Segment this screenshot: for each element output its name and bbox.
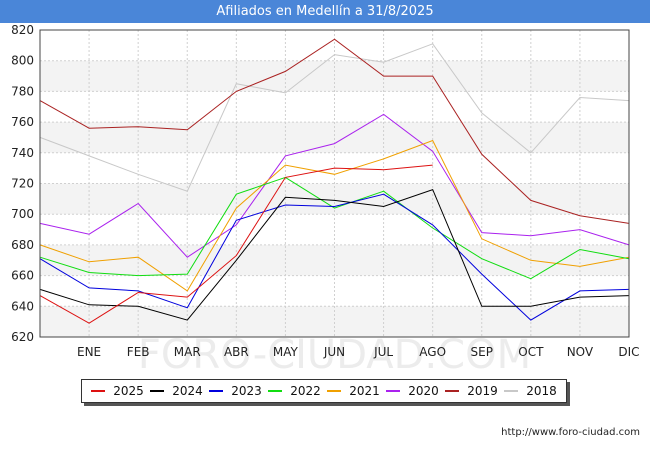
legend-label: 2025 [113,384,144,398]
legend-swatch [327,390,342,392]
legend-item-2019: 2019 [445,384,498,398]
x-tick-label: MAY [273,345,299,359]
y-tick-label: 680 [11,238,34,252]
x-tick-label: SEP [471,345,493,359]
series-line-2021 [39,139,630,292]
series-line-2018 [39,43,630,192]
legend-item-2020: 2020 [386,384,439,398]
legend-item-2023: 2023 [209,384,262,398]
y-tick-label: 640 [11,299,34,313]
legend: 2025 2024 2023 2022 2021 2020 2019 2018 [81,379,567,403]
y-tick-label: 800 [11,54,34,68]
legend-swatch [386,390,401,392]
x-tick-label: ABR [224,345,249,359]
legend-item-2021: 2021 [327,384,380,398]
series-lines [39,38,630,324]
y-tick-label: 780 [11,84,34,98]
legend-label: 2022 [290,384,321,398]
y-tick-label: 720 [11,177,34,191]
x-tick-label: MAR [174,345,201,359]
watermark-text: FORO-CIUDAD.COM [138,332,531,378]
source-link[interactable]: http://www.foro-ciudad.com [501,427,640,438]
series-line-2020 [39,113,630,258]
x-tick-label: NOV [567,345,594,359]
axes [39,29,630,338]
watermark: FORO-CIUDAD.COM [138,332,531,378]
legend-swatch [268,390,283,392]
legend-swatch [445,390,460,392]
legend-label: 2019 [467,384,498,398]
legend-label: 2024 [172,384,203,398]
legend-swatch [504,390,519,392]
legend-swatch [209,390,224,392]
y-tick-label: 620 [11,330,34,344]
series-line-2025 [39,164,433,324]
legend-item-2025: 2025 [91,384,144,398]
series-line-2022 [39,176,630,280]
y-axis-ticks: 620 640 660 680 700 720 740 760 780 800 820 [11,23,34,344]
y-tick-label: 740 [11,146,34,160]
legend-item-2022: 2022 [268,384,321,398]
x-tick-label: AGO [419,345,446,359]
x-tick-label: OCT [518,345,544,359]
legend-label: 2021 [349,384,380,398]
y-tick-label: 660 [11,269,34,283]
legend-item-2024: 2024 [150,384,203,398]
x-tick-label: ENE [77,345,101,359]
y-tick-label: 700 [11,207,34,221]
x-tick-label: DIC [618,345,639,359]
legend-label: 2018 [526,384,557,398]
series-line-2024 [39,188,630,321]
y-tick-label: 820 [11,23,34,37]
chart-title: Afiliados en Medellín a 31/8/2025 [0,0,650,23]
series-line-2023 [39,193,630,321]
x-tick-label: JUN [323,345,345,359]
legend-label: 2020 [408,384,439,398]
legend-item-2018: 2018 [504,384,557,398]
legend-swatch [150,390,165,392]
legend-label: 2023 [231,384,262,398]
series-line-2019 [39,38,630,224]
x-axis-ticks: ENE FEB MAR ABR MAY JUN JUL AGO SEP OCT NOV DIC [77,345,640,359]
x-tick-label: JUL [373,345,393,359]
x-tick-label: FEB [127,345,150,359]
legend-swatch [91,390,106,392]
plot-frame [39,29,630,338]
gridlines [40,29,630,338]
y-tick-label: 760 [11,115,34,129]
